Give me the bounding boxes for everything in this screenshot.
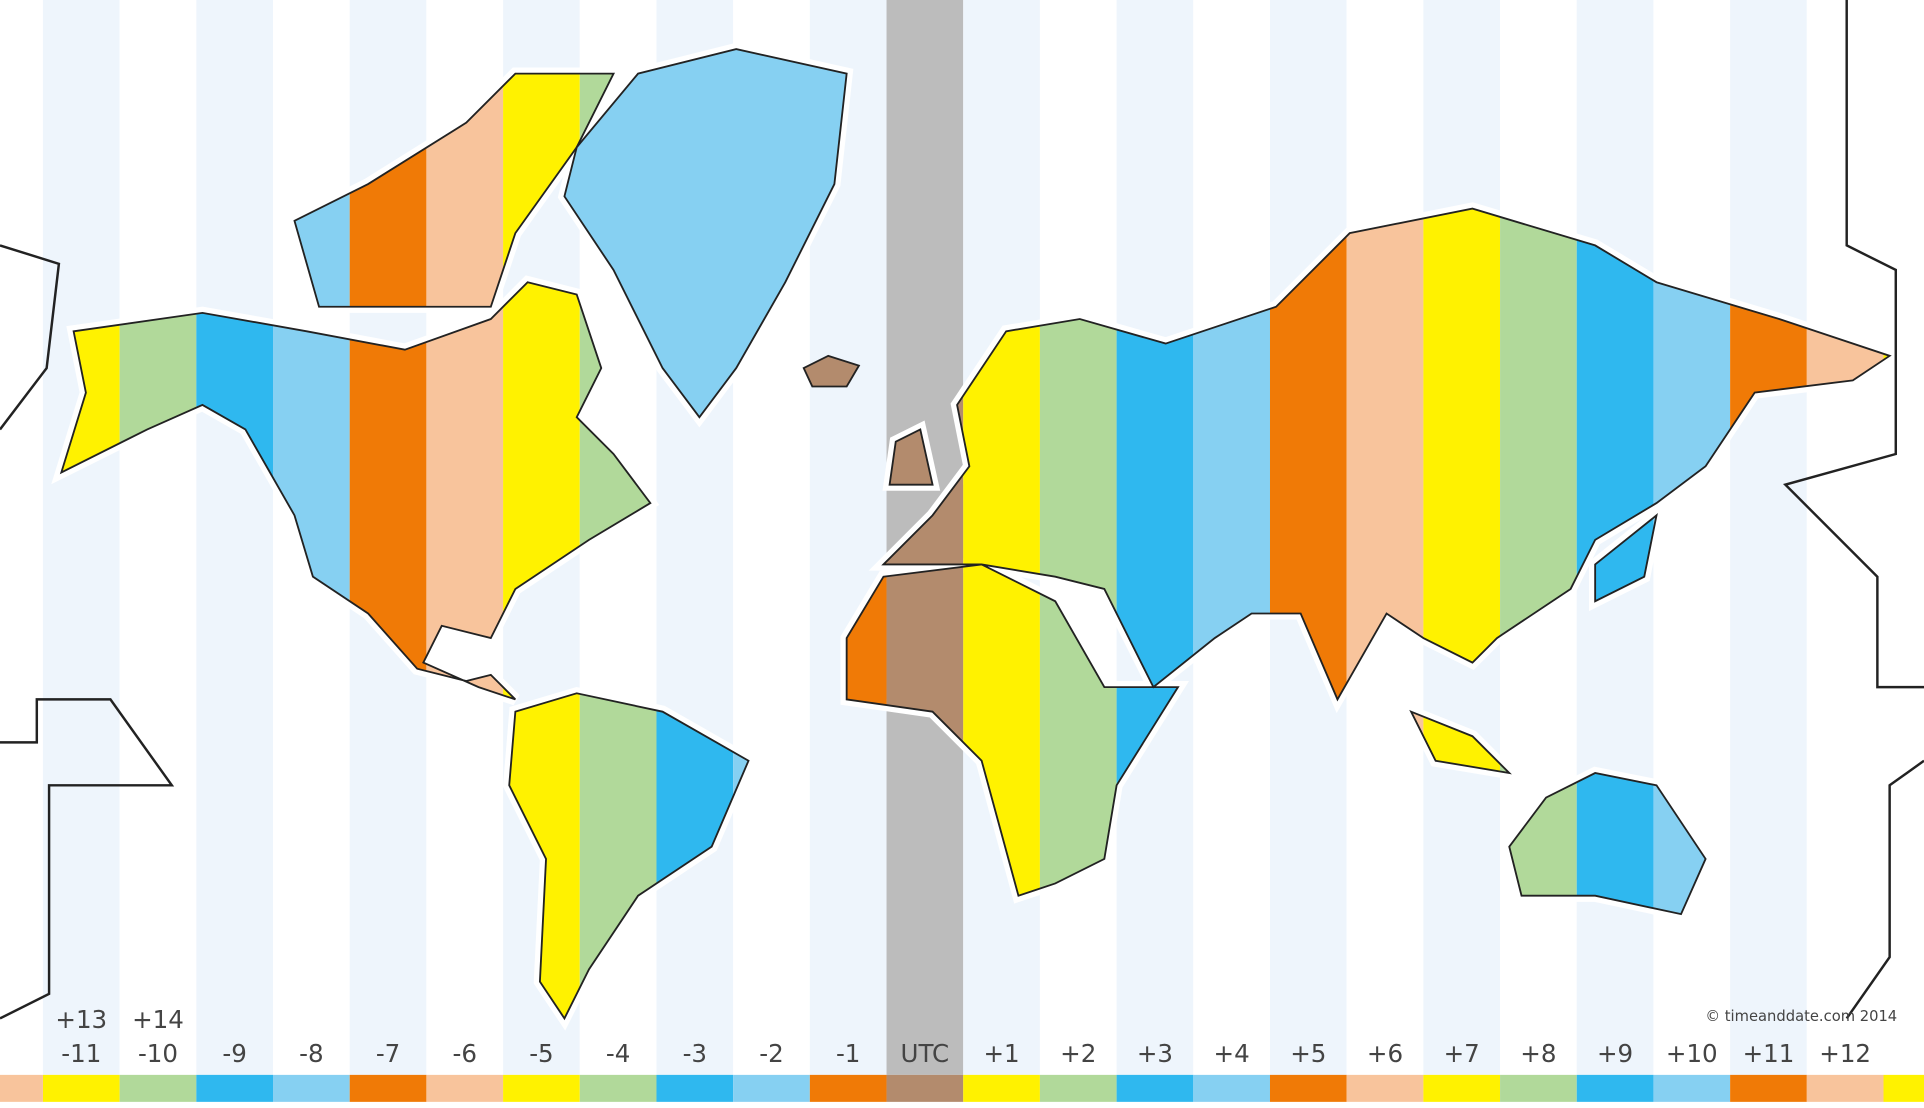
zone-swatch xyxy=(273,1074,350,1102)
zone-label: +9 xyxy=(1597,1039,1633,1068)
zone-swatch xyxy=(1806,1074,1884,1102)
zone-swatch xyxy=(1653,1074,1731,1102)
zone-stripe xyxy=(1806,0,1884,1075)
zone-label: +12 xyxy=(1819,1039,1871,1068)
zone-label: -10 xyxy=(138,1039,178,1068)
zone-label: +6 xyxy=(1367,1039,1403,1068)
zone-swatch xyxy=(1116,1074,1194,1102)
zone-swatch xyxy=(1730,1074,1807,1102)
copyright: © timeanddate.com 2014 xyxy=(1705,1008,1897,1025)
zone-swatch xyxy=(349,1074,427,1102)
zone-swatch xyxy=(0,1074,43,1102)
zone-stripe xyxy=(119,0,197,1075)
greenland xyxy=(563,48,848,419)
zone-swatch xyxy=(963,1074,1040,1102)
zone-label: -4 xyxy=(606,1039,630,1068)
date-line xyxy=(0,244,61,431)
zone-label-alt: +13 xyxy=(55,1005,107,1034)
zone-label: +4 xyxy=(1214,1039,1250,1068)
zone-label: -3 xyxy=(683,1039,707,1068)
zone-label-alt: +14 xyxy=(132,1005,184,1034)
zone-label: +3 xyxy=(1137,1039,1173,1068)
date-line xyxy=(0,698,175,1020)
zone-label: +5 xyxy=(1290,1039,1326,1068)
zone-label: -5 xyxy=(529,1039,553,1068)
zone-label: -1 xyxy=(836,1039,860,1068)
zone-swatch xyxy=(42,1074,120,1102)
zone-swatch xyxy=(1269,1074,1347,1102)
zone-swatch xyxy=(1500,1074,1577,1102)
zone-label: -9 xyxy=(222,1039,246,1068)
zone-swatch xyxy=(426,1074,504,1102)
zone-label: +11 xyxy=(1743,1039,1795,1068)
zone-swatch xyxy=(196,1074,274,1102)
zone-stripe xyxy=(1730,0,1807,1075)
zone-label: -8 xyxy=(299,1039,323,1068)
zone-swatch xyxy=(809,1074,887,1102)
zone-swatch xyxy=(1883,1074,1924,1102)
zone-label: +1 xyxy=(983,1039,1019,1068)
iceland xyxy=(802,354,861,388)
zone-swatch xyxy=(503,1074,580,1102)
zone-label: +2 xyxy=(1060,1039,1096,1068)
zone-label: -6 xyxy=(453,1039,477,1068)
zone-swatch xyxy=(1039,1074,1117,1102)
zone-swatch xyxy=(579,1074,657,1102)
date-line xyxy=(1782,0,1924,689)
zone-label: -7 xyxy=(376,1039,400,1068)
zone-label: -2 xyxy=(759,1039,783,1068)
zone-stripe xyxy=(196,0,274,1075)
zone-stripe xyxy=(42,0,120,1075)
zone-label: -11 xyxy=(61,1039,101,1068)
zone-label: UTC xyxy=(901,1039,950,1068)
zone-swatch xyxy=(656,1074,734,1102)
zone-swatch xyxy=(1423,1074,1501,1102)
zone-swatch xyxy=(1576,1074,1654,1102)
zone-labels: -11 -10 -9 -8 -7 -6 -5 -4 -3 -2 -1 UTC +1 +2 +3 +4 +5 +6 +… xyxy=(0,1005,1924,1102)
zone-swatch xyxy=(886,1074,964,1102)
zone-land xyxy=(0,0,43,1108)
zone-swatch xyxy=(119,1074,197,1102)
zone-swatch xyxy=(1193,1074,1270,1102)
date-line xyxy=(1845,759,1924,1020)
zone-label: +8 xyxy=(1520,1039,1556,1068)
zone-label: +7 xyxy=(1444,1039,1480,1068)
zone-label: +10 xyxy=(1666,1039,1718,1068)
zone-swatch xyxy=(1346,1074,1424,1102)
zone-swatch xyxy=(733,1074,810,1102)
